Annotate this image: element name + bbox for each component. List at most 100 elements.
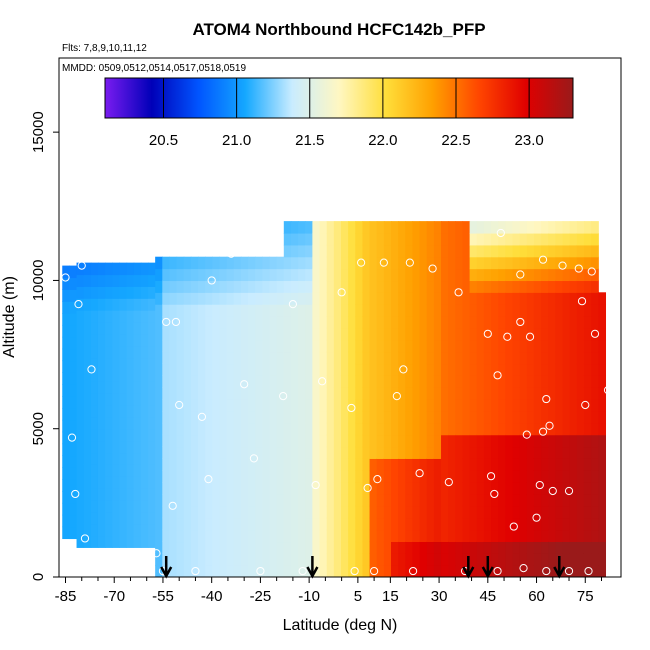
heatmap-cell [419,387,428,400]
heatmap-cell [455,268,464,282]
heatmap-cell [262,422,271,436]
heatmap-cell [548,458,556,471]
heatmap-cell [412,363,421,376]
heatmap-cell [176,517,185,531]
heatmap-cell [183,565,192,577]
heatmap-cell [591,268,599,282]
heatmap-cell [283,232,292,246]
heatmap-cell [576,422,585,436]
heatmap-cell [226,541,235,554]
sample-point [535,480,544,490]
heatmap-cell [526,434,535,448]
heatmap-cell [576,351,585,365]
heatmap-cell [212,553,221,566]
heatmap-cell [176,446,185,459]
heatmap-cell [140,262,149,276]
heatmap-cell [319,529,328,543]
heatmap-cell [298,387,306,400]
heatmap-cell [562,541,571,554]
heatmap-cell [391,446,399,459]
heatmap-cell [176,493,185,507]
heatmap-cell [276,470,285,483]
heatmap-cell [476,292,485,305]
heatmap-cell [105,404,113,418]
heatmap-cell [69,431,78,445]
heatmap-cell [240,505,249,519]
heatmap-cell [240,304,249,317]
heatmap-cell [255,327,263,341]
heatmap-cell [491,529,499,543]
heatmap-cell [583,553,592,566]
sample-point [373,475,382,484]
heatmap-cell [97,428,106,442]
heatmap-cell [469,482,478,495]
heatmap-cell [148,333,156,347]
heatmap-cell [462,221,471,234]
heatmap-cell [455,565,464,577]
heatmap-cell [512,446,521,459]
flights-label: Flts: 7,8,9,10,11,12 [62,43,147,54]
heatmap-cell [305,541,313,554]
heatmap-cell [340,553,349,566]
heatmap-cell [183,256,192,270]
heatmap-cell [383,280,392,293]
heatmap-cell [240,434,249,448]
heatmap-cell [526,410,535,424]
flight-arrow-head [553,566,566,579]
heatmap-cell [412,505,421,519]
heatmap-cell [190,446,199,459]
heatmap-cell [312,351,321,365]
heatmap-cell [305,399,313,412]
heatmap-cell [348,292,356,305]
heatmap-cell [498,529,506,543]
heatmap-cell [469,541,478,554]
heatmap-cell [169,422,178,436]
heatmap-cell [405,351,414,365]
heatmap-cell [526,553,535,566]
heatmap-cell [512,410,521,424]
heatmap-cell [383,316,392,329]
heatmap-cell [97,393,106,406]
heatmap-cell [76,464,85,477]
heatmap-cell [376,351,385,365]
sample-point [522,430,531,439]
heatmap-cell [126,345,135,359]
heatmap-cell [269,316,278,329]
y-axis-label: Altitude (m) [1,276,18,358]
heatmap-cell [548,505,556,519]
sample-point [405,258,414,267]
heatmap-cell [369,244,378,258]
heatmap-cell [376,517,385,531]
heatmap-cell [333,529,342,543]
heatmap-cell [83,286,92,299]
heatmap-cell [441,375,449,388]
heatmap-cell [426,553,435,566]
heatmap-cell [226,505,235,519]
heatmap-cell [391,304,399,317]
heatmap-cell [119,381,128,394]
heatmap-cell [148,262,156,276]
heatmap-cell [333,505,342,519]
heatmap-cell [169,387,178,400]
heatmap-cell [333,351,342,365]
heatmap-cell [455,280,464,293]
sample-point [249,454,259,463]
heatmap-cell [383,304,392,317]
x-axis: -85 -70 -55 -40 -25 -10 5 15 30 45 60 75 [55,577,603,605]
heatmap-cell [90,535,99,548]
heatmap-cell [140,298,149,311]
heatmap-cell [512,529,521,543]
heatmap-cell [383,529,392,543]
heatmap-cell [469,339,478,353]
heatmap-cell [226,422,235,436]
heatmap-cell [240,458,249,471]
heatmap-cell [455,375,464,388]
heatmap-cell [512,541,521,554]
heatmap-cell [455,505,464,519]
heatmap-cell [69,372,78,385]
heatmap-cell [276,493,285,507]
heatmap-cell [190,553,199,566]
heatmap-cell [433,505,442,519]
heatmap-cell [433,268,442,282]
heatmap-cell [290,304,299,317]
